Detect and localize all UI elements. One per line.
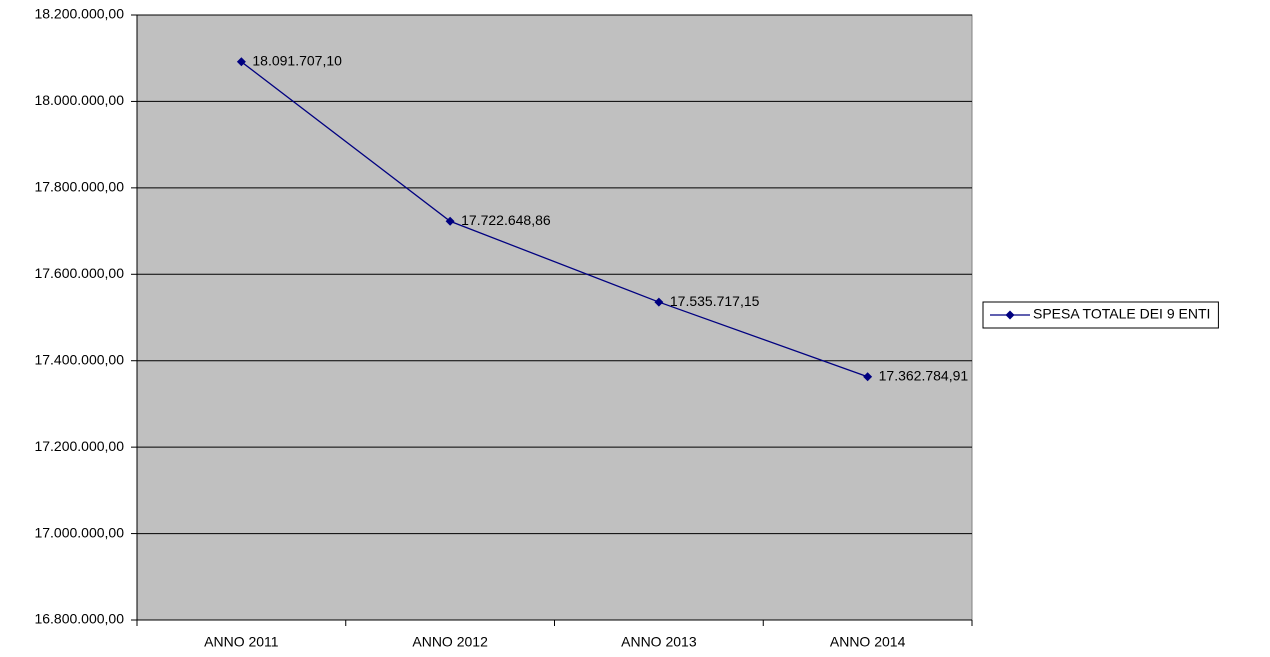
y-tick-label: 18.200.000,00 bbox=[34, 6, 124, 22]
data-marker bbox=[236, 57, 246, 67]
data-marker bbox=[654, 297, 664, 307]
x-tick-label: ANNO 2014 bbox=[830, 634, 906, 650]
y-tick-label: 16.800.000,00 bbox=[34, 611, 124, 627]
data-label: 17.362.784,91 bbox=[879, 367, 969, 383]
y-tick-label: 17.400.000,00 bbox=[34, 351, 124, 367]
y-tick-label: 17.200.000,00 bbox=[34, 438, 124, 454]
y-tick-label: 17.800.000,00 bbox=[34, 179, 124, 195]
y-tick-label: 17.600.000,00 bbox=[34, 265, 124, 281]
data-marker bbox=[863, 372, 873, 382]
x-tick-label: ANNO 2011 bbox=[204, 634, 279, 650]
data-label: 17.535.717,15 bbox=[670, 293, 760, 309]
x-tick-label: ANNO 2012 bbox=[412, 634, 488, 650]
legend-label: SPESA TOTALE DEI 9 ENTI bbox=[1033, 306, 1210, 322]
y-tick-label: 18.000.000,00 bbox=[34, 92, 124, 108]
legend-marker bbox=[1005, 310, 1015, 320]
data-marker bbox=[445, 216, 455, 226]
series-line bbox=[240, 61, 868, 378]
x-tick-label: ANNO 2013 bbox=[621, 634, 697, 650]
y-tick-label: 17.000.000,00 bbox=[34, 524, 124, 540]
legend-box bbox=[982, 301, 1219, 329]
data-label: 18.091.707,10 bbox=[252, 53, 342, 69]
plot-area bbox=[136, 14, 973, 621]
data-label: 17.722.648,86 bbox=[461, 212, 551, 228]
